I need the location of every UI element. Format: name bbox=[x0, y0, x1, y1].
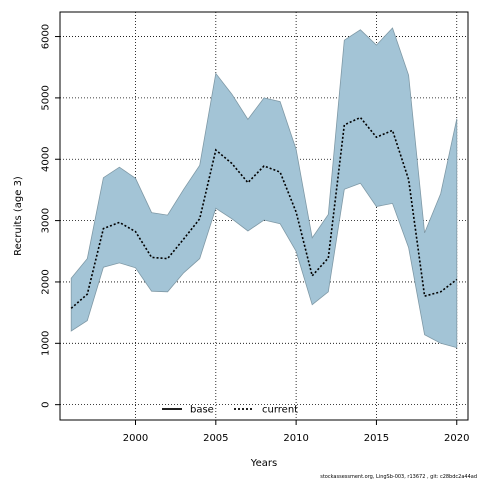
x-tick-label: 2010 bbox=[283, 433, 308, 444]
x-axis-title: Years bbox=[250, 458, 277, 469]
y-tick-label: 0 bbox=[41, 401, 52, 407]
legend-label-current: current bbox=[262, 405, 298, 416]
x-tick-label: 2005 bbox=[203, 433, 228, 444]
y-tick-label: 2000 bbox=[41, 269, 52, 294]
y-tick-label: 4000 bbox=[41, 147, 52, 172]
y-tick-label: 5000 bbox=[41, 85, 52, 110]
series-line-current bbox=[70, 116, 458, 309]
plot-frame bbox=[59, 11, 469, 421]
y-tick-label: 1000 bbox=[41, 331, 52, 356]
x-axis: 2000 2005 2010 2015 2020 bbox=[123, 420, 469, 444]
confidence-band bbox=[70, 27, 458, 349]
legend-label-base: base bbox=[190, 405, 214, 416]
y-axis: 0 1000 2000 3000 4000 5000 6000 bbox=[41, 24, 60, 408]
footer-text: stockassessment.org, LingSb-003, r13672 … bbox=[320, 474, 477, 480]
y-axis-title: Recruits (age 3) bbox=[13, 176, 24, 256]
x-tick-label: 2015 bbox=[364, 433, 389, 444]
x-tick-label: 2020 bbox=[444, 433, 469, 444]
x-tick-label: 2000 bbox=[123, 433, 148, 444]
y-tick-label: 3000 bbox=[41, 208, 52, 233]
legend: base current bbox=[162, 405, 298, 416]
y-tick-label: 6000 bbox=[41, 24, 52, 49]
